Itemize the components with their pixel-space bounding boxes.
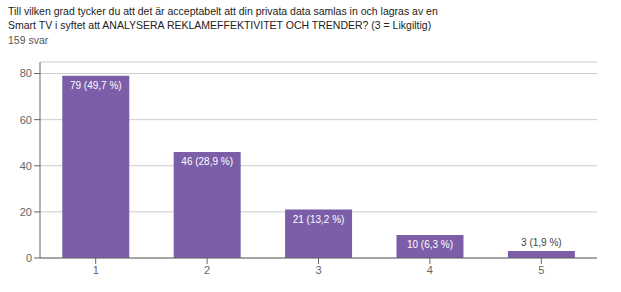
html-text:Till vilken grad tycker du att: Till vilken grad tycker du att det är ac…	[8, 5, 438, 17]
svg-text:5: 5	[538, 264, 544, 276]
svg-text:46 (28,9 %): 46 (28,9 %)	[181, 156, 233, 167]
svg-text:40: 40	[20, 160, 32, 172]
svg-text:3: 3	[315, 264, 321, 276]
svg-text:1: 1	[93, 264, 99, 276]
html-text:Smart TV i syftet att ANALYSER: Smart TV i syftet att ANALYSERA REKLAMEF…	[8, 19, 432, 31]
svg-text:10 (6,3 %): 10 (6,3 %)	[407, 239, 453, 250]
svg-text:4: 4	[427, 264, 433, 276]
svg-text:79 (49,7 %): 79 (49,7 %)	[70, 80, 122, 91]
svg-text:3 (1,9 %): 3 (1,9 %)	[521, 237, 562, 248]
svg-text:2: 2	[204, 264, 210, 276]
svg-text:20: 20	[20, 206, 32, 218]
svg-text:80: 80	[20, 67, 32, 79]
svg-text:60: 60	[20, 114, 32, 126]
html-text:159 svar: 159 svar	[8, 34, 49, 46]
svg-text:21 (13,2 %): 21 (13,2 %)	[293, 214, 345, 225]
svg-text:0: 0	[26, 252, 32, 264]
